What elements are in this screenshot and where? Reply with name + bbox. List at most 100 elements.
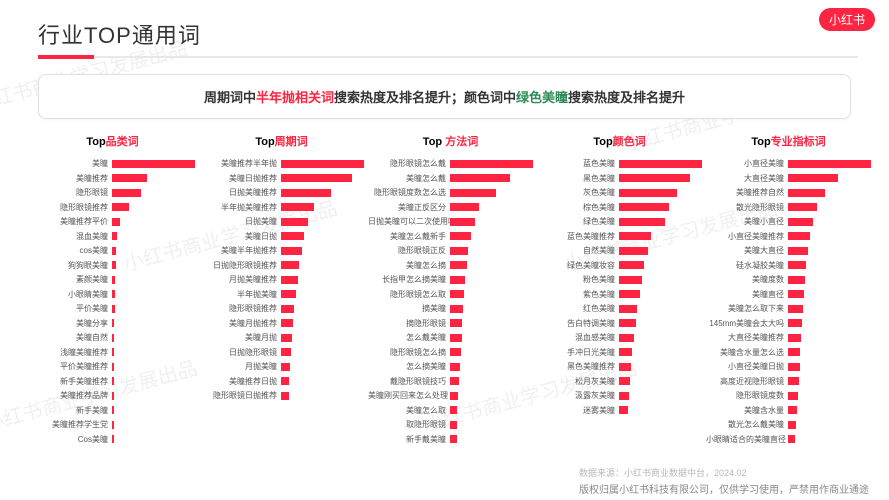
bar-row: 美瞳推荐半年抛 bbox=[199, 157, 364, 171]
callout-text: 搜索热度及排名提升；颜色词中 bbox=[334, 90, 516, 105]
bar-track bbox=[112, 160, 195, 168]
bar-row: 日抛美瞳可以二次使用吗 bbox=[368, 215, 533, 229]
bar-fill bbox=[112, 305, 115, 313]
bar-fill bbox=[788, 160, 871, 168]
bar-label: 美瞳推荐学生党 bbox=[30, 419, 112, 430]
bar-label: 粉色美瞳 bbox=[537, 274, 619, 285]
bar-fill bbox=[112, 319, 114, 327]
bar-row: 棕色美瞳 bbox=[537, 201, 702, 215]
bar-row: 小眼睛适合的美瞳直径 bbox=[706, 433, 871, 447]
bar-track bbox=[788, 392, 871, 400]
bar-track bbox=[112, 174, 195, 182]
bar-row: 告白特调美瞳 bbox=[537, 317, 702, 331]
footer-source: 数据来源：小红书商业数据中台，2024.02 bbox=[579, 466, 869, 479]
bar-track bbox=[788, 348, 871, 356]
bar-label: 美瞳自然 bbox=[30, 332, 112, 343]
bar-track bbox=[281, 334, 364, 342]
bar-label: 美瞳小直径 bbox=[706, 216, 788, 227]
bar-fill bbox=[112, 261, 116, 269]
bar-fill bbox=[450, 174, 510, 182]
bar-row: 小眼睛美瞳 bbox=[30, 288, 195, 302]
bar-fill bbox=[450, 261, 467, 269]
bar-fill bbox=[281, 232, 304, 240]
bar-label: 蓝色美瞳推荐 bbox=[537, 231, 619, 242]
bar-row: 狗狗眼美瞳 bbox=[30, 259, 195, 273]
bar-track bbox=[619, 406, 702, 414]
bar-fill bbox=[281, 377, 289, 385]
chart-column: Top品类词美瞳美瞳推荐隐形眼镜隐形眼镜推荐美瞳推荐平价混血美瞳cos美瞳狗狗眼… bbox=[30, 133, 195, 446]
bar-track bbox=[112, 261, 195, 269]
bar-track bbox=[619, 334, 702, 342]
bar-row: 蓝色美瞳推荐 bbox=[537, 230, 702, 244]
bar-label: 美瞳推荐平价 bbox=[30, 216, 112, 227]
bar-row: 美瞳含水量 bbox=[706, 404, 871, 418]
bar-track bbox=[788, 189, 871, 197]
charts-container: Top品类词美瞳美瞳推荐隐形眼镜隐形眼镜推荐美瞳推荐平价混血美瞳cos美瞳狗狗眼… bbox=[0, 119, 889, 446]
page-title: 行业TOP通用词 bbox=[0, 0, 889, 50]
bar-row: 汲露灰美瞳 bbox=[537, 389, 702, 403]
bar-row: 小直径美瞳 bbox=[706, 157, 871, 171]
chart-rows: 美瞳美瞳推荐隐形眼镜隐形眼镜推荐美瞳推荐平价混血美瞳cos美瞳狗狗眼美瞳素颜美瞳… bbox=[30, 157, 195, 446]
bar-label: 狗狗眼美瞳 bbox=[30, 260, 112, 271]
bar-track bbox=[281, 290, 364, 298]
bar-fill bbox=[450, 232, 471, 240]
bar-fill bbox=[788, 247, 808, 255]
bar-fill bbox=[281, 218, 308, 226]
bar-fill bbox=[788, 290, 804, 298]
bar-label: 绿色美瞳妆容 bbox=[537, 260, 619, 271]
bar-fill bbox=[619, 276, 642, 284]
chart-title: Top专业指标词 bbox=[706, 133, 871, 149]
bar-label: 日抛隐形眼镜 bbox=[199, 347, 281, 358]
bar-row: 高度近视隐形眼镜 bbox=[706, 375, 871, 389]
bar-label: 大直径美瞳 bbox=[706, 173, 788, 184]
bar-row: 摘隐形眼镜 bbox=[368, 317, 533, 331]
insight-callout: 周期词中半年抛相关词搜索热度及排名提升；颜色词中绿色美瞳搜索热度及排名提升 bbox=[38, 74, 851, 119]
chart-column: Top颜色词蓝色美瞳黑色美瞳灰色美瞳棕色美瞳绿色美瞳蓝色美瞳推荐自然美瞳绿色美瞳… bbox=[537, 133, 702, 446]
bar-label: 月抛美瞳推荐 bbox=[199, 274, 281, 285]
bar-row: 硅水凝胶美瞳 bbox=[706, 259, 871, 273]
bar-row: 月抛美瞳推荐 bbox=[199, 273, 364, 287]
bar-fill bbox=[450, 160, 533, 168]
bar-row: 灰色美瞳 bbox=[537, 186, 702, 200]
bar-row: 隐形眼镜怎么取 bbox=[368, 288, 533, 302]
bar-track bbox=[281, 218, 364, 226]
bar-track bbox=[450, 435, 533, 443]
bar-row: 美瞳刚买回来怎么处理 bbox=[368, 389, 533, 403]
bar-label: 日抛美瞳可以二次使用吗 bbox=[368, 216, 450, 227]
bar-label: 半年抛美瞳推荐 bbox=[199, 202, 281, 213]
bar-label: 隐形眼镜日抛推荐 bbox=[199, 390, 281, 401]
bar-track bbox=[450, 319, 533, 327]
bar-fill bbox=[281, 174, 352, 182]
bar-row: 美瞳推荐日抛 bbox=[199, 375, 364, 389]
bar-label: 月抛美瞳 bbox=[199, 361, 281, 372]
bar-fill bbox=[619, 290, 640, 298]
bar-row: 取隐形眼镜 bbox=[368, 418, 533, 432]
bar-label: 美瞳刚买回来怎么处理 bbox=[368, 390, 450, 401]
bar-label: 新手美瞳推荐 bbox=[30, 376, 112, 387]
bar-label: 摘隐形眼镜 bbox=[368, 318, 450, 329]
bar-track bbox=[450, 348, 533, 356]
callout-highlight-red: 半年抛相关词 bbox=[256, 90, 334, 105]
bar-label: 迷雾美瞳 bbox=[537, 405, 619, 416]
bar-label: 美瞳含水量 bbox=[706, 405, 788, 416]
bar-track bbox=[788, 203, 871, 211]
chart-title: Top周期词 bbox=[199, 133, 364, 149]
bar-track bbox=[450, 290, 533, 298]
bar-track bbox=[112, 435, 195, 443]
bar-track bbox=[281, 160, 364, 168]
bar-fill bbox=[112, 160, 195, 168]
bar-label: 美瞳推荐日抛 bbox=[199, 376, 281, 387]
callout-highlight-green: 绿色美瞳 bbox=[516, 90, 568, 105]
bar-label: 美瞳含水量怎么选 bbox=[706, 347, 788, 358]
bar-track bbox=[619, 392, 702, 400]
bar-row: 半年抛美瞳 bbox=[199, 288, 364, 302]
bar-fill bbox=[281, 189, 331, 197]
chart-title-prefix: Top bbox=[86, 136, 105, 148]
bar-row: 美瞳月抛 bbox=[199, 331, 364, 345]
bar-row: 粉色美瞳 bbox=[537, 273, 702, 287]
bar-fill bbox=[450, 276, 465, 284]
bar-row: 小直径美瞳推荐 bbox=[706, 230, 871, 244]
bar-label: 大直径美瞳推荐 bbox=[706, 332, 788, 343]
bar-row: 黑色美瞳推荐 bbox=[537, 360, 702, 374]
bar-row: 手冲日光美瞳 bbox=[537, 346, 702, 360]
